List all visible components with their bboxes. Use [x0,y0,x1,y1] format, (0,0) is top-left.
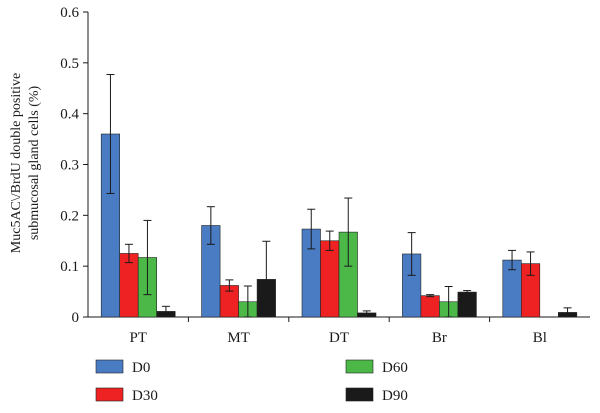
y-tick-label: 0.1 [60,259,79,275]
x-tick-label: PT [129,330,147,346]
legend-label: D30 [132,388,158,404]
y-tick-label: 0.2 [60,208,79,224]
bars [100,74,578,318]
legend: D0 D60 D30 D90 [95,359,408,404]
bar [420,295,440,318]
y-tick-label: 0.4 [60,107,79,123]
legend-label: D60 [382,360,408,376]
legend-swatch [95,387,124,402]
y-tick-label: 0.3 [60,158,79,174]
legend-swatch [345,359,374,374]
y-tick-label: 0.6 [60,5,79,21]
y-axis-title-line1: Muc5AC\/BrdU double positive [9,73,24,253]
bar [457,291,477,318]
x-tick-label: Br [432,330,447,346]
y-axis-title-line2: submucosal gland cells (%) [27,85,42,240]
x-tick-label: MT [227,330,250,346]
legend-swatch [95,359,124,374]
x-tick-label: Bl [533,330,547,346]
axes: 0 0.1 0.2 0.3 0.4 0.5 0.6 PT MT DT Br Bl [60,5,590,346]
x-tick-label: DT [329,330,349,346]
bar [320,240,340,318]
legend-label: D90 [382,388,408,404]
y-tick-label: 0.5 [60,56,79,72]
y-tick-label: 0 [72,310,80,326]
y-axis-title: Muc5AC\/BrdU double positive submucosal … [9,73,42,253]
legend-swatch [345,387,374,402]
legend-label: D0 [132,360,150,376]
